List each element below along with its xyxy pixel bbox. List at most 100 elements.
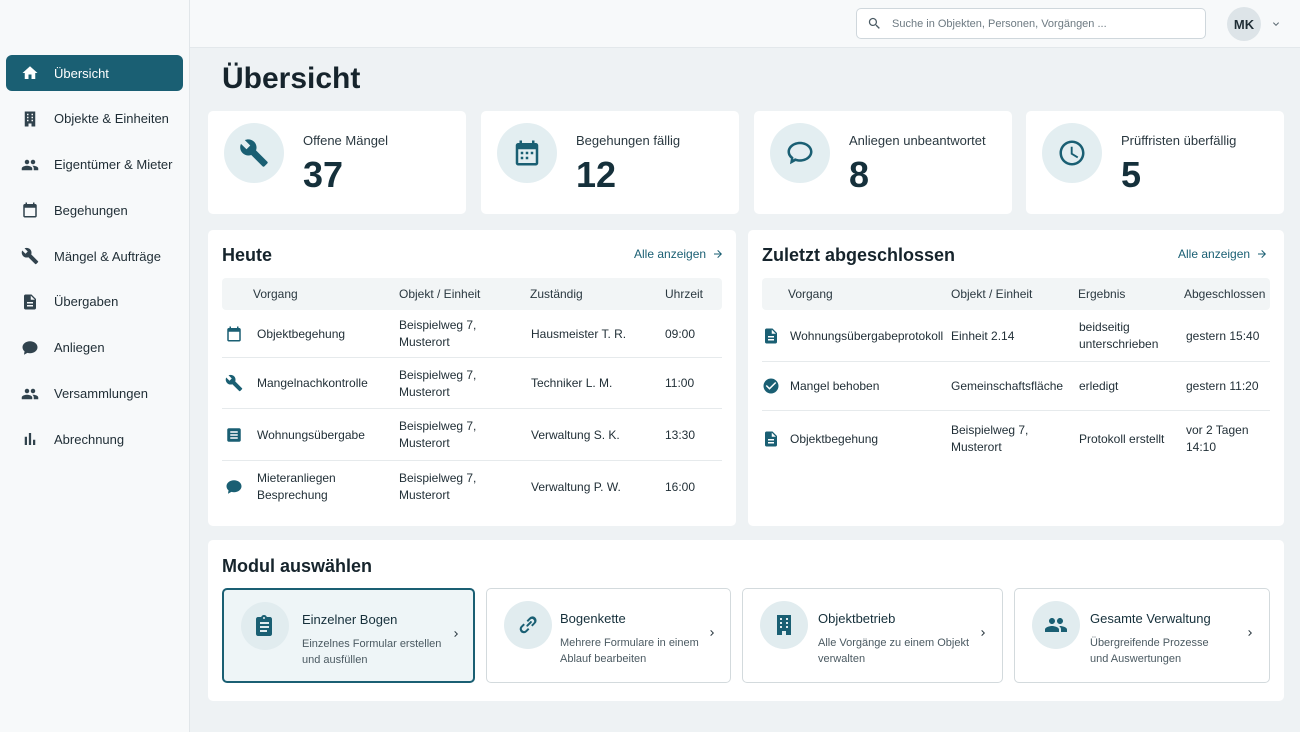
chevron-right-icon xyxy=(977,626,989,640)
today-title: Heute xyxy=(222,245,273,265)
cell-ergebnis: Protokoll erstellt xyxy=(1079,432,1165,446)
chevron-right-icon xyxy=(1244,626,1256,640)
arrow-right-icon xyxy=(1258,250,1267,258)
column-header: Ergebnis xyxy=(1078,287,1126,301)
table-row[interactable]: Mangel behoben Gemeinschaftsfläche erled… xyxy=(762,362,1270,411)
cell-vorgang: Objektbegehung xyxy=(257,327,346,341)
sidebar-item-label: Begehungen xyxy=(54,202,128,218)
cell-zustaendig: Techniker L. M. xyxy=(531,376,613,390)
sidebar-item-anliegen[interactable]: Anliegen xyxy=(6,330,183,366)
cell-objekt: Beispielweg 7, Musterort xyxy=(399,419,477,450)
module-description: Übergreifende Prozesse und Auswertungen xyxy=(1090,637,1209,665)
chat-icon xyxy=(770,123,830,183)
cell-objekt: Beispielweg 7, Musterort xyxy=(399,318,477,349)
cell-objekt: Einheit 2.14 xyxy=(951,329,1015,343)
avatar[interactable]: MK xyxy=(1227,7,1261,41)
stat-card-anliegen[interactable]: Anliegen unbeantwortet 8 xyxy=(754,111,1012,214)
sidebar-item-uebersicht[interactable]: Übersicht xyxy=(6,55,183,91)
sidebar-item-uebergaben[interactable]: Übergaben xyxy=(6,284,183,320)
people-icon xyxy=(20,155,40,175)
bar-chart-icon xyxy=(20,429,40,449)
module-description: Mehrere Formulare in einem Ablauf bearbei… xyxy=(560,637,699,665)
chevron-right-icon xyxy=(450,627,462,641)
wrench-icon xyxy=(224,123,284,183)
module-bogenkette[interactable]: Bogenkette Mehrere Formulare in einem Abl… xyxy=(486,588,731,683)
sidebar-item-maengel[interactable]: Mängel & Aufträge xyxy=(6,238,183,274)
cell-vorgang: Mangelnachkontrolle xyxy=(257,376,368,390)
cell-abgeschlossen: gestern 11:20 xyxy=(1186,379,1259,393)
link-icon xyxy=(504,601,552,649)
cell-objekt: Beispielweg 7, Musterort xyxy=(399,471,477,502)
search-box[interactable] xyxy=(856,8,1206,39)
recent-all-link[interactable]: Alle anzeigen xyxy=(1178,247,1268,261)
stat-value: 12 xyxy=(576,154,617,195)
link-label: Alle anzeigen xyxy=(1178,247,1251,261)
cell-abgeschlossen: gestern 15:40 xyxy=(1186,329,1260,343)
arrow-right-icon xyxy=(714,250,723,258)
sidebar-item-begehungen[interactable]: Begehungen xyxy=(6,192,183,228)
stat-card-prueffristen[interactable]: Prüffristen überfällig 5 xyxy=(1026,111,1284,214)
cell-vorgang: Objektbegehung xyxy=(790,432,879,446)
sidebar: Übersicht Objekte & Einheiten Eigentümer… xyxy=(0,0,190,732)
sidebar-item-objekte[interactable]: Objekte & Einheiten xyxy=(6,101,183,137)
group-icon xyxy=(1032,601,1080,649)
sidebar-item-label: Abrechnung xyxy=(54,431,125,447)
cell-ergebnis: erledigt xyxy=(1079,379,1119,393)
chat-icon xyxy=(225,478,243,496)
sidebar-item-label: Anliegen xyxy=(54,340,105,356)
column-header: Objekt / Einheit xyxy=(399,287,481,301)
chevron-down-icon[interactable] xyxy=(1270,17,1282,29)
building-icon xyxy=(20,109,40,129)
table-row[interactable]: Wohnungsübergabe Beispielweg 7, Musterort… xyxy=(222,409,722,461)
search-input[interactable] xyxy=(892,17,1182,30)
stat-card-begehungen[interactable]: Begehungen fällig 12 xyxy=(481,111,739,214)
home-icon xyxy=(20,63,40,83)
stat-label: Anliegen unbeantwortet xyxy=(849,133,986,148)
page-title: Übersicht xyxy=(222,62,361,95)
module-name: Einzelner Bogen xyxy=(302,612,398,627)
module-description: Einzelnes Formular erstellen und ausfülle… xyxy=(302,638,442,666)
cell-uhrzeit: 13:30 xyxy=(665,428,696,442)
cell-vorgang: Mieteranliegen Besprechung xyxy=(257,471,336,502)
table-row[interactable]: Objektbegehung Beispielweg 7, Musterort H… xyxy=(222,310,722,358)
sidebar-item-abrechnung[interactable]: Abrechnung xyxy=(6,421,183,457)
topbar: MK xyxy=(190,0,1300,48)
module-title: Modul auswählen xyxy=(222,556,373,576)
column-header: Objekt / Einheit xyxy=(951,287,1033,301)
column-header: Abgeschlossen xyxy=(1184,287,1266,301)
document-icon xyxy=(20,292,40,312)
table-row[interactable]: Wohnungsübergabeprotokoll Einheit 2.14 b… xyxy=(762,310,1270,362)
calendar-icon xyxy=(497,123,557,183)
stat-label: Offene Mängel xyxy=(303,133,389,148)
recent-panel: Zuletzt abgeschlossen Alle anzeigen Vorg… xyxy=(748,230,1284,526)
module-einzelner-bogen[interactable]: Einzelner Bogen Einzelnes Formular erste… xyxy=(222,588,475,683)
sidebar-item-label: Objekte & Einheiten xyxy=(54,111,169,127)
sidebar-item-label: Übergaben xyxy=(54,294,119,310)
cell-objekt: Beispielweg 7, Musterort xyxy=(951,423,1029,454)
document-icon xyxy=(225,426,243,444)
cell-objekt: Gemeinschaftsfläche xyxy=(951,379,1064,393)
clock-icon xyxy=(1042,123,1102,183)
cell-vorgang: Wohnungsübergabe xyxy=(257,428,365,442)
sidebar-item-versammlungen[interactable]: Versammlungen xyxy=(6,376,183,412)
today-table-header: Vorgang Objekt / Einheit Zuständig Uhrze… xyxy=(222,278,722,310)
stat-label: Prüffristen überfällig xyxy=(1121,133,1237,148)
sidebar-item-eigentuemer[interactable]: Eigentümer & Mieter xyxy=(6,147,183,183)
module-gesamte-verwaltung[interactable]: Gesamte Verwaltung Übergreifende Prozess… xyxy=(1014,588,1270,683)
table-row[interactable]: Mieteranliegen Besprechung Beispielweg 7,… xyxy=(222,461,722,514)
link-label: Alle anzeigen xyxy=(634,247,707,261)
stat-card-offene-maengel[interactable]: Offene Mängel 37 xyxy=(208,111,466,214)
cell-uhrzeit: 09:00 xyxy=(665,327,696,341)
today-all-link[interactable]: Alle anzeigen xyxy=(634,247,724,261)
chat-icon xyxy=(20,338,40,358)
recent-table-header: Vorgang Objekt / Einheit Ergebnis Abgesc… xyxy=(762,278,1270,310)
column-header: Uhrzeit xyxy=(665,287,704,301)
sidebar-nav: Übersicht Objekte & Einheiten Eigentümer… xyxy=(6,55,183,467)
table-row[interactable]: Mangelnachkontrolle Beispielweg 7, Muster… xyxy=(222,358,722,409)
module-objektbetrieb[interactable]: Objektbetrieb Alle Vorgänge zu einem Obj… xyxy=(742,588,1003,683)
form-icon xyxy=(241,602,289,650)
sidebar-item-label: Eigentümer & Mieter xyxy=(54,157,173,173)
cell-zustaendig: Verwaltung S. K. xyxy=(531,428,620,442)
table-row[interactable]: Objektbegehung Beispielweg 7, Musterort P… xyxy=(762,411,1270,466)
cell-uhrzeit: 16:00 xyxy=(665,480,696,494)
